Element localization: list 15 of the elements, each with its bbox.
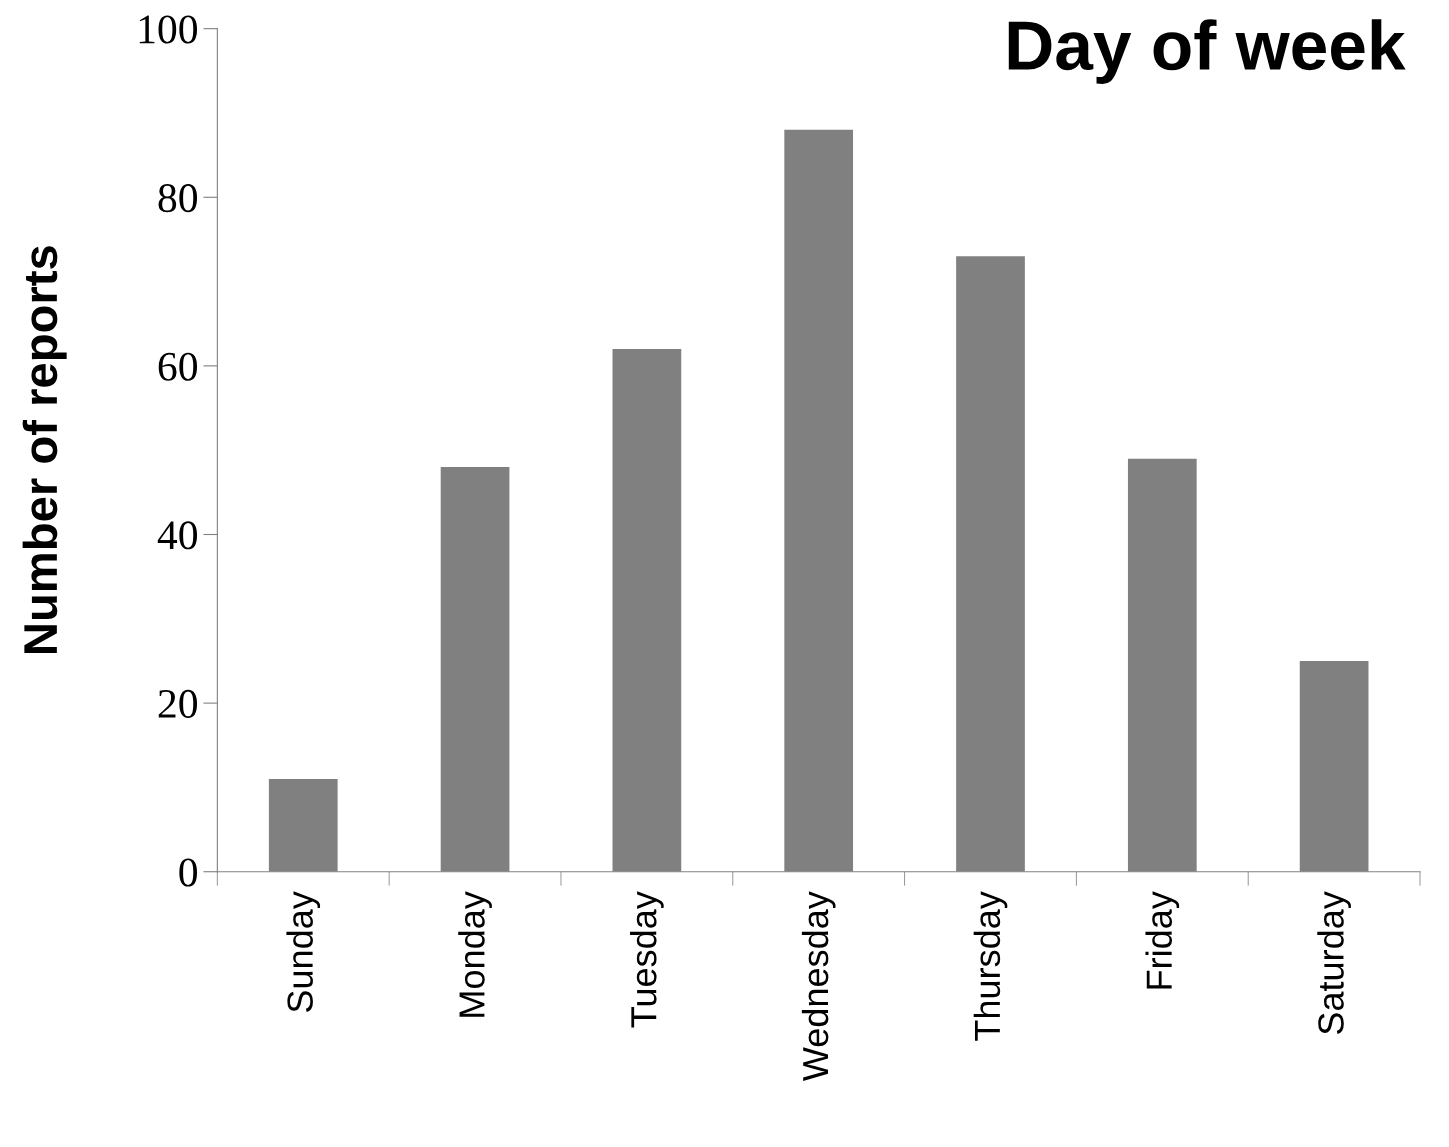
y-axis-title: Number of reports: [22, 246, 67, 653]
x-tick-label: Sunday: [286, 891, 321, 1012]
x-tick-label: Tuesday: [630, 891, 664, 1028]
x-tick-label: Monday: [458, 891, 492, 1017]
y-tick-label: 0: [179, 858, 198, 887]
x-tick-label: Wednesday: [801, 891, 836, 1082]
chart-title: Day of week: [1008, 19, 1406, 84]
x-tick-label: Saturday: [1317, 891, 1351, 1035]
x-tick-label: Friday: [1145, 891, 1180, 989]
y-tick-label: 100: [139, 15, 198, 44]
y-tick-label: 40: [157, 521, 198, 550]
y-tick-label: 60: [158, 352, 198, 381]
x-tick-label: Thursday: [973, 891, 1008, 1041]
y-tick-label: 80: [158, 184, 198, 213]
y-tick-label: 20: [158, 689, 198, 718]
